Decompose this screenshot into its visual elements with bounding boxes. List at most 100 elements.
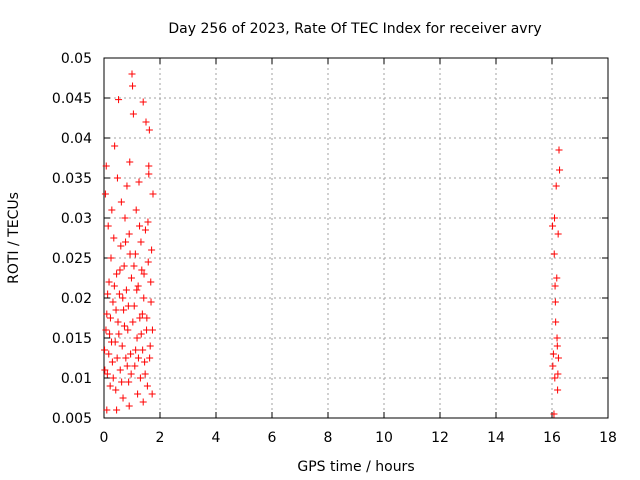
- data-point: [127, 350, 135, 358]
- data-point: [554, 386, 562, 394]
- x-tick-label: 4: [212, 430, 221, 446]
- data-point: [148, 246, 156, 254]
- data-point: [145, 126, 153, 134]
- x-axis: 0 2 4 6 8 10 12 14 16 18: [100, 58, 617, 446]
- y-axis-label: ROTI / TECUs: [6, 192, 22, 284]
- data-point: [134, 390, 142, 398]
- data-point: [121, 214, 129, 222]
- y-tick-label: 0.035: [52, 171, 92, 187]
- data-point: [148, 390, 156, 398]
- data-point: [115, 96, 123, 104]
- data-point: [103, 406, 111, 414]
- data-point: [554, 370, 562, 378]
- data-point: [149, 190, 157, 198]
- data-point: [116, 366, 124, 374]
- data-point: [554, 230, 562, 238]
- data-point: [553, 274, 561, 282]
- data-point: [124, 326, 132, 334]
- data-point: [135, 178, 143, 186]
- data-point: [120, 306, 128, 314]
- data-point: [101, 190, 109, 198]
- data-point: [140, 294, 148, 302]
- data-point: [113, 270, 121, 278]
- data-point: [551, 298, 559, 306]
- data-point: [132, 346, 140, 354]
- data-point: [129, 110, 137, 118]
- data-point: [131, 362, 139, 370]
- data-point: [104, 222, 112, 230]
- data-point: [555, 146, 563, 154]
- data-point: [138, 310, 146, 318]
- data-point: [126, 250, 134, 258]
- data-point: [118, 378, 126, 386]
- data-point: [125, 230, 133, 238]
- data-point: [108, 358, 116, 366]
- x-tick-label: 10: [375, 430, 393, 446]
- data-point: [114, 318, 122, 326]
- data-point: [122, 238, 130, 246]
- data-point: [139, 98, 147, 106]
- data-point: [129, 318, 137, 326]
- chart-title: Day 256 of 2023, Rate Of TEC Index for r…: [168, 21, 541, 37]
- data-point: [551, 374, 559, 382]
- data-point: [553, 334, 561, 342]
- data-point: [117, 242, 125, 250]
- data-point: [550, 250, 558, 258]
- data-point: [106, 314, 114, 322]
- data-point: [549, 222, 557, 230]
- data-point: [136, 314, 144, 322]
- data-point: [120, 262, 128, 270]
- data-series: [101, 70, 564, 418]
- y-tick-label: 0.01: [61, 371, 92, 387]
- x-axis-label: GPS time / hours: [297, 459, 414, 475]
- data-point: [143, 314, 151, 322]
- data-point: [106, 382, 114, 390]
- data-point: [120, 322, 128, 330]
- data-point: [552, 182, 560, 190]
- data-point: [123, 182, 131, 190]
- data-point: [109, 374, 117, 382]
- data-point: [134, 354, 142, 362]
- data-point: [129, 82, 137, 90]
- data-point: [127, 274, 135, 282]
- x-tick-label: 2: [156, 430, 165, 446]
- data-point: [146, 342, 154, 350]
- data-point: [136, 374, 144, 382]
- data-point: [102, 326, 110, 334]
- data-point: [117, 198, 125, 206]
- data-point: [127, 370, 135, 378]
- data-point: [103, 310, 111, 318]
- data-point: [107, 254, 115, 262]
- x-tick-label: 12: [431, 430, 449, 446]
- data-point: [128, 70, 136, 78]
- data-point: [552, 318, 560, 326]
- y-tick-label: 0.015: [52, 331, 92, 347]
- data-point: [145, 170, 153, 178]
- data-point: [551, 214, 559, 222]
- data-point: [147, 298, 155, 306]
- data-point: [143, 326, 151, 334]
- data-point: [549, 350, 557, 358]
- data-point: [130, 302, 138, 310]
- data-point: [108, 338, 116, 346]
- data-point: [550, 410, 558, 418]
- y-tick-label: 0.04: [61, 131, 92, 147]
- data-point: [144, 218, 152, 226]
- data-point: [108, 206, 116, 214]
- data-point: [556, 166, 564, 174]
- data-point: [112, 386, 120, 394]
- data-point: [104, 290, 112, 298]
- data-point: [119, 294, 127, 302]
- data-point: [109, 298, 117, 306]
- data-point: [146, 354, 154, 362]
- x-tick-label: 14: [487, 430, 505, 446]
- data-point: [101, 366, 109, 374]
- data-point: [139, 346, 147, 354]
- data-point: [101, 346, 109, 354]
- data-point: [105, 350, 113, 358]
- data-point: [141, 370, 149, 378]
- data-point: [115, 330, 123, 338]
- data-point: [116, 266, 124, 274]
- x-tick-label: 6: [268, 430, 277, 446]
